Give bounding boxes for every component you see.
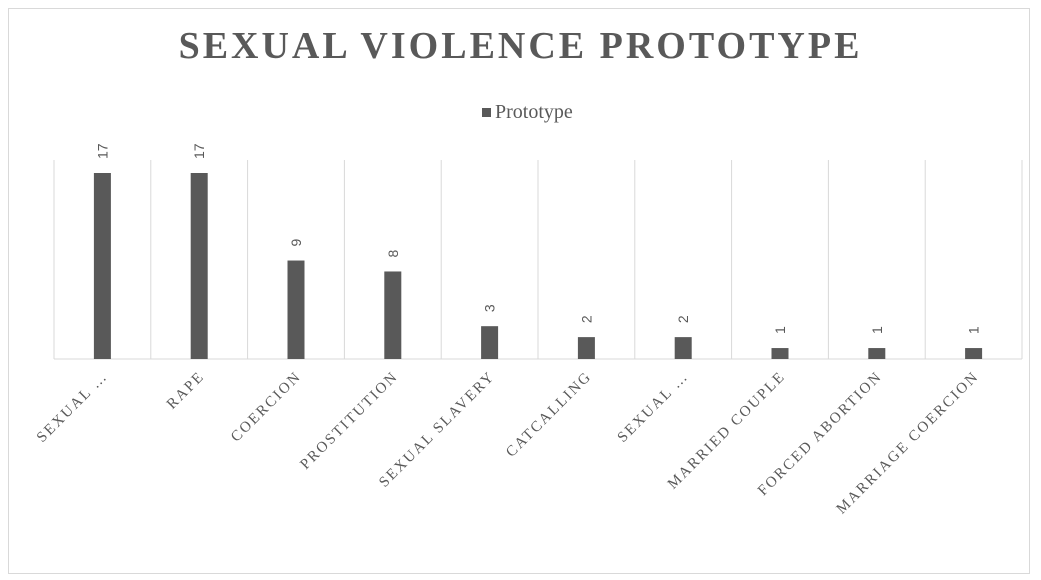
data-label: 2 — [578, 315, 594, 323]
bar — [965, 348, 983, 359]
data-label: 2 — [675, 315, 691, 323]
data-label: 1 — [772, 326, 788, 334]
data-label: 1 — [869, 326, 885, 334]
data-label: 3 — [482, 304, 498, 312]
bar — [771, 348, 789, 359]
x-tick-label: COERCION — [228, 369, 305, 446]
bar — [674, 337, 692, 359]
data-label: 1 — [966, 326, 982, 334]
data-label: 9 — [288, 239, 304, 247]
x-tick-label: RAPE — [164, 369, 208, 413]
legend-label: Prototype — [495, 100, 573, 123]
bar — [190, 173, 208, 359]
data-label: 17 — [191, 143, 207, 159]
chart-title: SEXUAL VIOLENCE PROTOTYPE — [178, 25, 863, 67]
data-label: 17 — [94, 143, 110, 159]
x-tick-label: SEXUAL … — [615, 369, 692, 446]
legend-swatch — [482, 107, 491, 117]
legend: Prototype — [482, 100, 573, 123]
bar — [481, 326, 499, 359]
bar — [93, 173, 111, 359]
bar — [577, 337, 595, 359]
x-tick-label: CATCALLING — [503, 369, 595, 461]
x-tick-label: PROSTITUTION — [297, 369, 401, 473]
chart-frame — [8, 8, 1030, 574]
data-label: 8 — [385, 249, 401, 257]
bar — [868, 348, 886, 359]
x-tick-label: SEXUAL … — [34, 369, 111, 446]
bar — [287, 260, 305, 359]
bar — [384, 271, 402, 359]
